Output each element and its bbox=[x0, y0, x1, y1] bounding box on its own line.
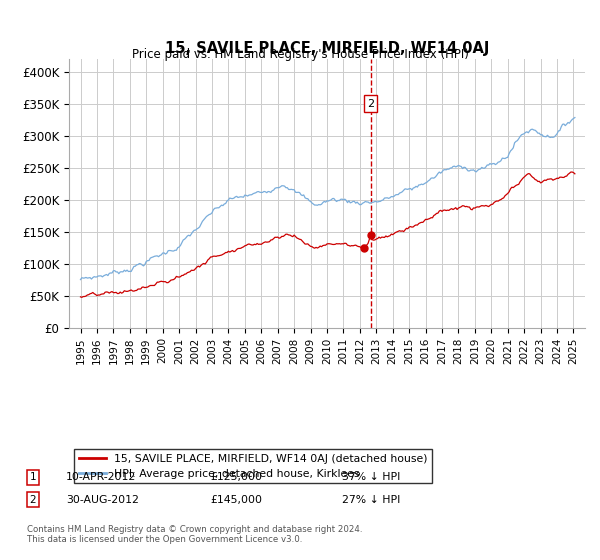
Text: 27% ↓ HPI: 27% ↓ HPI bbox=[342, 494, 400, 505]
Text: £125,000: £125,000 bbox=[210, 472, 262, 482]
Text: 1: 1 bbox=[29, 472, 37, 482]
Text: Contains HM Land Registry data © Crown copyright and database right 2024.
This d: Contains HM Land Registry data © Crown c… bbox=[27, 525, 362, 544]
Text: 30-AUG-2012: 30-AUG-2012 bbox=[66, 494, 139, 505]
Text: 37% ↓ HPI: 37% ↓ HPI bbox=[342, 472, 400, 482]
Title: 15, SAVILE PLACE, MIRFIELD, WF14 0AJ: 15, SAVILE PLACE, MIRFIELD, WF14 0AJ bbox=[165, 41, 489, 56]
Text: Price paid vs. HM Land Registry's House Price Index (HPI): Price paid vs. HM Land Registry's House … bbox=[131, 48, 469, 60]
Legend: 15, SAVILE PLACE, MIRFIELD, WF14 0AJ (detached house), HPI: Average price, detac: 15, SAVILE PLACE, MIRFIELD, WF14 0AJ (de… bbox=[74, 449, 433, 483]
Text: £145,000: £145,000 bbox=[210, 494, 262, 505]
Text: 10-APR-2012: 10-APR-2012 bbox=[66, 472, 136, 482]
Text: 2: 2 bbox=[29, 494, 37, 505]
Text: 2: 2 bbox=[367, 99, 374, 109]
